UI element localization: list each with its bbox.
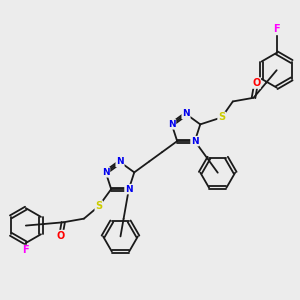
Text: N: N (191, 136, 199, 146)
Text: N: N (182, 110, 190, 118)
Text: N: N (102, 168, 110, 177)
Text: N: N (168, 120, 176, 129)
Text: F: F (22, 245, 29, 256)
Text: N: N (116, 158, 124, 166)
Text: O: O (252, 78, 260, 88)
Text: S: S (95, 201, 102, 211)
Text: N: N (125, 184, 133, 194)
Text: S: S (218, 112, 225, 122)
Text: F: F (273, 24, 280, 34)
Text: O: O (57, 231, 65, 241)
